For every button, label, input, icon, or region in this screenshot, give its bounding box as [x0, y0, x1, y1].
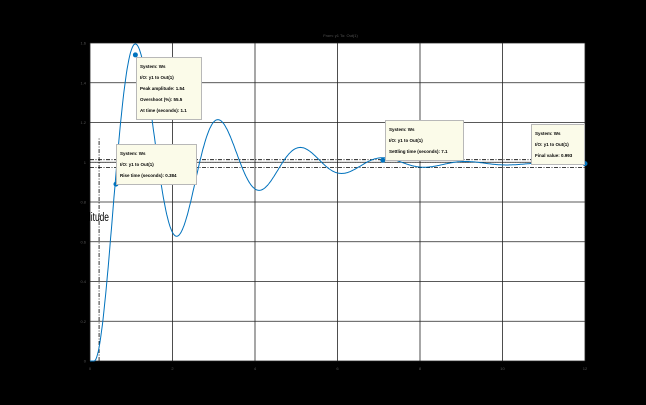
x-tick-label: 6 [336, 366, 339, 371]
y-axis-label: litude [89, 212, 109, 225]
datatip-line: Rise time (seconds): 0.384 [120, 173, 177, 178]
x-tick-label: 10 [500, 366, 505, 371]
x-tick-label: 2 [171, 366, 174, 371]
x-tick-label: 8 [419, 366, 422, 371]
series-line-ws [90, 43, 585, 362]
datatip-line: Final value: 0.993 [535, 153, 573, 158]
x-tick-label: 0 [89, 366, 92, 371]
datatip-line: Overshoot (%): 55.5 [140, 97, 183, 102]
y-tick-label: 0 [84, 359, 87, 364]
datatip-settling-time[interactable]: System: Ws I/O: y1 to Out(1) Settling ti… [385, 120, 464, 161]
datatip-peak[interactable]: System: Ws I/O: y1 to Out(1) Peak amplit… [136, 57, 202, 120]
x-tick-label: 12 [583, 366, 588, 371]
y-tick-label: 0.4 [80, 279, 86, 284]
datatip-final-value[interactable]: System: Ws I/O: y1 to Out(1) Final value… [531, 124, 585, 165]
y-tick-label: 1.4 [80, 80, 86, 85]
datatip-line: System: Ws [535, 131, 561, 136]
datatip-line: I/O: y1 to Out(1) [389, 138, 423, 143]
y-tick-label: 1 [84, 160, 87, 165]
datatip-line: I/O: y1 to Out(1) [120, 162, 154, 167]
datatip-line: System: Ws [140, 64, 166, 69]
datatip-line: At time (seconds): 1.1 [140, 108, 187, 113]
y-tick-label: 1.2 [80, 120, 86, 125]
datatip-rise-time[interactable]: System: Ws I/O: y1 to Out(1) Rise time (… [116, 144, 197, 185]
y-tick-label: 1.6 [80, 41, 86, 46]
datatip-line: System: Ws [389, 127, 415, 132]
y-tick-label: 0.8 [80, 200, 86, 205]
chart-title: From: y1 To: Out(1) [323, 33, 358, 38]
y-tick-label: 0.2 [80, 319, 86, 324]
datatip-line: I/O: y1 to Out(1) [535, 142, 569, 147]
datatip-marker [132, 52, 138, 58]
datatip-marker [380, 157, 386, 163]
datatip-line: I/O: y1 to Out(1) [140, 75, 174, 80]
x-tick-label: 4 [254, 366, 257, 371]
datatip-line: Peak amplitude: 1.54 [140, 86, 185, 91]
y-tick-label: 0.6 [80, 239, 86, 244]
datatip-line: System: Ws [120, 151, 146, 156]
datatip-line: Settling time (seconds): 7.1 [389, 149, 448, 154]
